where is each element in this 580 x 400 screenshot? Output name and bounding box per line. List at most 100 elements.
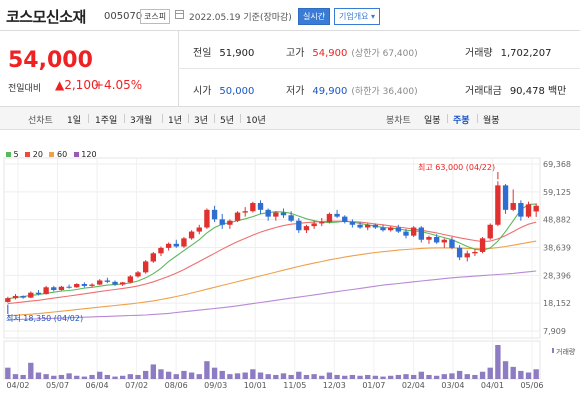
volume-bar — [273, 374, 279, 379]
x-tick-label: 08/06 — [165, 381, 188, 390]
candle — [257, 200, 264, 214]
candle-body — [510, 203, 516, 210]
volume-bar — [403, 374, 409, 379]
volume-bar — [365, 374, 371, 379]
candle — [418, 226, 424, 243]
candles — [5, 181, 539, 303]
candle — [5, 296, 11, 303]
realtime-button[interactable]: 실시간 — [298, 8, 331, 25]
volume-bar — [418, 371, 424, 379]
period-1d[interactable]: 1일 — [67, 116, 82, 126]
candle — [525, 201, 532, 218]
candle — [265, 208, 271, 221]
y-tick-label: 18,152 — [543, 299, 571, 308]
candle-chart-label: 봉차트 — [386, 116, 411, 126]
candle-monthly[interactable]: 월봉 — [483, 116, 500, 126]
volume-bar — [51, 375, 57, 379]
candle — [518, 200, 524, 221]
period-1w[interactable]: 1주일 — [95, 116, 118, 126]
candle-body — [326, 213, 333, 223]
candle — [326, 212, 333, 224]
candle — [380, 224, 386, 232]
legend-ma5-label: 5 — [13, 150, 19, 159]
candle-body — [142, 261, 149, 273]
candle-body — [518, 203, 524, 217]
volume-bar — [81, 376, 88, 379]
candle-body — [403, 231, 409, 236]
candle-daily[interactable]: 일봉 — [424, 116, 441, 126]
candle-body — [28, 292, 34, 298]
volume-bar — [265, 374, 271, 379]
high-value: 54,900 — [312, 48, 348, 59]
candle-body — [211, 209, 218, 220]
stock-code: 005070 — [104, 11, 143, 22]
amount-label: 거래대금 — [465, 86, 502, 97]
candle — [365, 223, 371, 231]
volume-bar — [219, 370, 225, 379]
candle-weekly[interactable]: 주봉 — [453, 116, 470, 126]
candle-body — [464, 253, 470, 258]
candle — [472, 249, 478, 257]
upper-limit-note: (상한가 67,400) — [351, 49, 418, 59]
volume-bar — [372, 375, 379, 379]
x-tick-label: 04/02 — [6, 381, 29, 390]
candle-body — [242, 211, 248, 213]
company-overview-button[interactable]: 기업개요 ▾ — [334, 8, 381, 25]
volume-bar — [495, 345, 501, 379]
candle — [464, 250, 470, 262]
candle — [342, 215, 348, 224]
chevron-down-icon: ▾ — [371, 12, 376, 21]
period-5y[interactable]: 5년 — [220, 116, 235, 126]
period-1y[interactable]: 1년 — [168, 116, 183, 126]
prev-close: 전일 51,900 — [193, 44, 254, 59]
volume-bar — [181, 370, 187, 379]
volume-bar — [380, 376, 386, 379]
volume-value: 1,702,207 — [500, 48, 552, 59]
volume-bar — [188, 372, 195, 379]
volume-bar — [303, 374, 310, 379]
candle — [43, 285, 49, 295]
legend-ma20: 20 — [25, 150, 43, 159]
volume-bar — [204, 361, 210, 379]
volume-bar — [319, 375, 325, 379]
candle-body — [426, 237, 432, 240]
volume-bar — [288, 374, 294, 379]
candle — [372, 223, 379, 229]
candle — [158, 246, 164, 257]
chart-grid — [3, 157, 541, 380]
candle-body — [51, 287, 57, 290]
x-tick-label: 07/02 — [125, 381, 148, 390]
y-tick-label: 38,639 — [543, 244, 571, 253]
open-label: 시가 — [193, 86, 212, 97]
volume-bars — [5, 345, 539, 379]
period-3y[interactable]: 3년 — [194, 116, 209, 126]
legend-ma120-label: 120 — [81, 150, 97, 159]
ma20-line — [7, 220, 537, 305]
x-tick-label: 01/07 — [362, 381, 385, 390]
period-3m[interactable]: 3개월 — [130, 116, 153, 126]
candle — [273, 211, 279, 221]
change-value: ▲2,100 — [55, 78, 99, 92]
candle-body — [20, 295, 26, 298]
volume-bar — [66, 373, 72, 379]
open-value: 50,000 — [219, 86, 255, 97]
candle-body — [81, 284, 88, 286]
x-tick-label: 10/01 — [244, 381, 267, 390]
candle — [89, 283, 95, 288]
volume-bar — [296, 371, 302, 379]
candle — [181, 237, 187, 248]
candle — [449, 237, 455, 250]
period-10y[interactable]: 10년 — [246, 116, 266, 126]
volume-bar — [357, 375, 363, 379]
x-tick-label: 04/01 — [481, 381, 504, 390]
volume-bar — [441, 374, 447, 379]
x-tick-label: 02/04 — [402, 381, 425, 390]
candle — [66, 284, 72, 289]
legend-ma60: 60 — [49, 150, 67, 159]
candle-body — [112, 281, 118, 285]
candle-body — [502, 185, 509, 210]
volume-bar — [533, 369, 539, 379]
candle-body — [334, 213, 340, 217]
candle-body — [104, 280, 111, 282]
